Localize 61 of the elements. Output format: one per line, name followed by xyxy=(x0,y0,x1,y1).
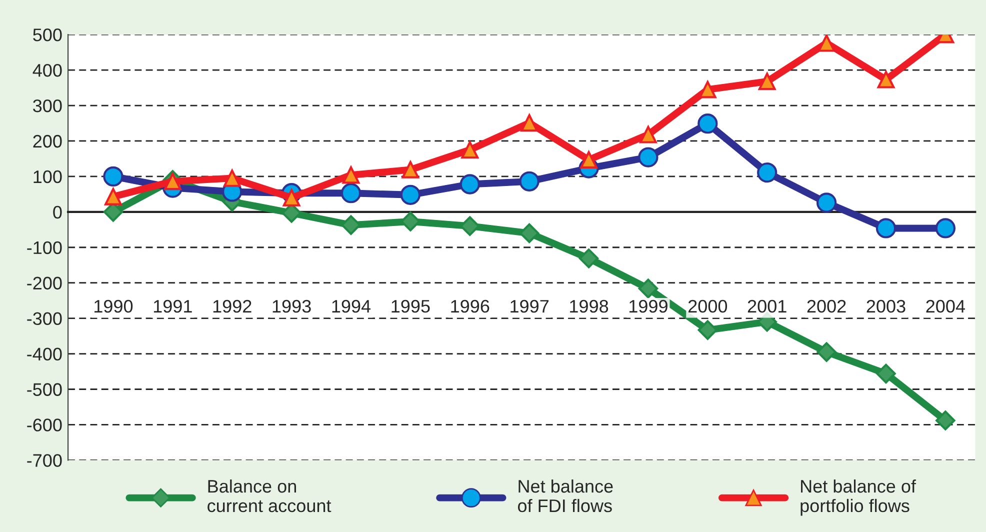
y-tick-label: 300 xyxy=(33,99,62,112)
point xyxy=(282,189,300,206)
y-tick-label: -300 xyxy=(27,312,62,326)
point xyxy=(400,184,421,205)
point xyxy=(816,342,836,362)
x-tick-label: 1990 xyxy=(94,300,133,313)
y-tick-label: 200 xyxy=(33,134,62,148)
point xyxy=(935,218,956,238)
legend-label: Balance on current account xyxy=(208,479,332,512)
x-tick-label: 2002 xyxy=(807,300,846,313)
point xyxy=(342,166,360,184)
point xyxy=(876,218,896,238)
y-tick-label: 500 xyxy=(33,28,62,42)
point xyxy=(520,114,538,132)
point xyxy=(580,151,598,168)
point xyxy=(640,126,657,144)
point xyxy=(519,223,540,244)
y-tick-label: 100 xyxy=(34,170,62,184)
y-tick-label: -500 xyxy=(27,383,62,396)
point xyxy=(698,320,718,340)
point xyxy=(638,147,658,168)
point xyxy=(818,34,836,52)
x-tick-label: 1993 xyxy=(272,300,311,313)
point xyxy=(758,72,776,90)
x-tick-label: 2000 xyxy=(688,300,728,313)
point xyxy=(340,183,362,204)
y-tick-label: -200 xyxy=(27,276,62,290)
legend-label: Net balance of portfolio flows xyxy=(800,479,916,516)
y-tick-label: -700 xyxy=(27,454,62,467)
point xyxy=(461,141,479,159)
y-tick-label: 400 xyxy=(32,64,62,77)
point xyxy=(519,171,540,192)
point xyxy=(816,192,837,213)
x-tick-label: 1991 xyxy=(154,300,192,313)
y-tick-label: -400 xyxy=(27,348,62,360)
point xyxy=(460,174,480,194)
point xyxy=(877,70,895,88)
point xyxy=(757,162,778,183)
y-tick-label: 0 xyxy=(53,206,62,219)
legend-label: Net balance of FDI flows xyxy=(518,479,613,512)
point xyxy=(104,188,122,206)
x-tick-label: 1996 xyxy=(451,300,490,313)
x-tick-label: 2004 xyxy=(926,300,965,313)
x-tick-label: 1998 xyxy=(570,300,608,313)
point xyxy=(936,410,956,430)
point xyxy=(876,364,896,384)
point xyxy=(402,161,420,178)
y-tick-label: -100 xyxy=(27,241,62,254)
x-tick-label: 1992 xyxy=(213,300,252,313)
point xyxy=(223,170,241,187)
x-tick-label: 1997 xyxy=(510,300,548,313)
y-tick-label: -600 xyxy=(27,418,62,432)
point xyxy=(638,278,658,298)
point xyxy=(578,248,599,268)
x-tick-label: 1999 xyxy=(630,300,668,313)
point xyxy=(103,166,124,187)
x-tick-label: 1994 xyxy=(332,300,371,313)
x-tick-label: 2003 xyxy=(866,300,906,313)
point xyxy=(698,114,718,134)
x-tick-label: 1995 xyxy=(392,300,430,313)
x-tick-label: 2001 xyxy=(748,300,786,313)
